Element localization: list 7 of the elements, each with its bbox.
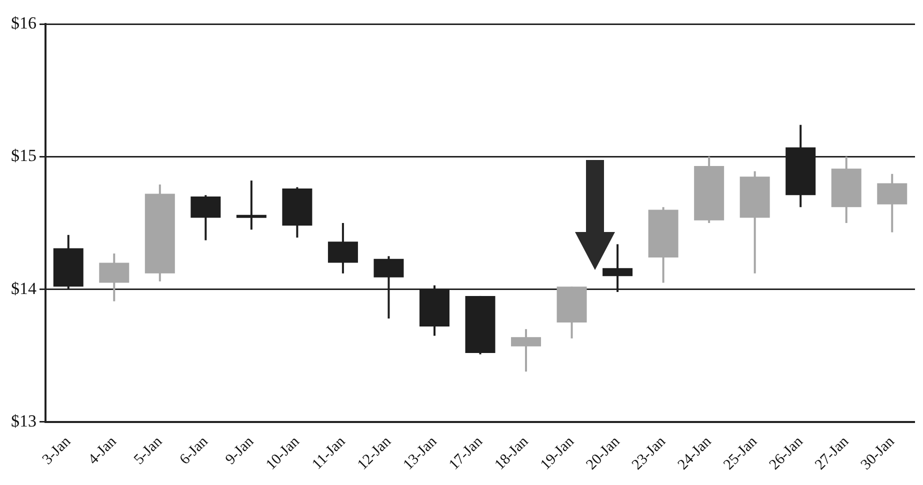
y-tick-label: $15 (11, 146, 36, 166)
x-tick-label: 6-Jan (176, 433, 212, 468)
y-tick-label: $16 (11, 13, 36, 32)
x-tick-label: 4-Jan (85, 433, 120, 468)
candlestick (236, 180, 266, 231)
y-tick-label: $13 (11, 411, 36, 430)
y-tick-label: $14 (11, 278, 37, 298)
